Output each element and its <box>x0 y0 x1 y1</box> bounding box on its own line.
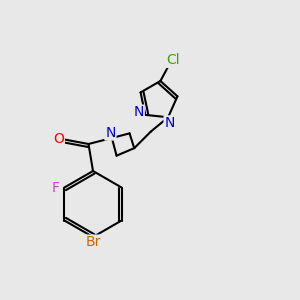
Text: Cl: Cl <box>167 53 180 67</box>
Text: F: F <box>51 181 59 194</box>
Text: N: N <box>134 106 144 119</box>
Text: O: O <box>53 132 64 146</box>
Text: N: N <box>105 126 116 140</box>
Text: Br: Br <box>85 236 101 249</box>
Text: N: N <box>164 116 175 130</box>
